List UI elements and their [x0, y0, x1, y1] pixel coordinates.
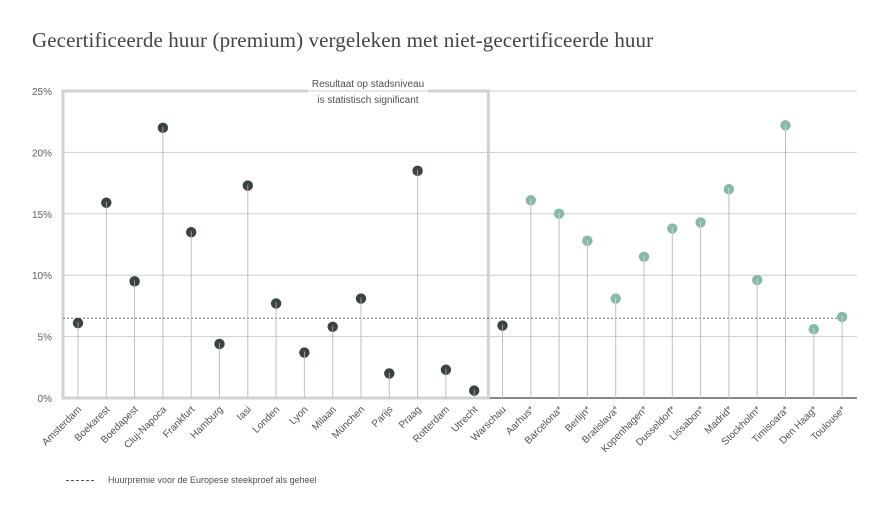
y-tick-label: 10%	[32, 271, 52, 282]
x-tick-label: Iasi	[235, 404, 254, 423]
y-tick-label: 5%	[38, 333, 53, 344]
legend-dashed-swatch	[66, 479, 94, 481]
stems	[77, 125, 843, 398]
y-tick-label: 25%	[32, 87, 52, 98]
significance-box-label: Resultaat op stadsniveau	[312, 79, 424, 90]
legend: Huurpremie voor de Europese steekproef a…	[66, 475, 317, 485]
x-tick-label: Londen	[251, 404, 282, 435]
x-axis-labels: AmsterdamBoekarestBoedapestCluj-NapocaFr…	[40, 404, 848, 455]
x-tick-label: Praag	[397, 404, 424, 431]
y-tick-label: 0%	[38, 394, 53, 405]
data-points	[72, 120, 848, 396]
x-tick-label: Parijs	[370, 404, 395, 429]
y-tick-label: 20%	[32, 148, 52, 159]
gridlines	[63, 90, 857, 399]
chart-title: Gecertificeerde huur (premium) vergeleke…	[32, 28, 654, 52]
significance-box-label: is statistisch significant	[317, 95, 418, 106]
legend-label: Huurpremie voor de Europese steekproef a…	[108, 475, 317, 485]
x-tick-label: Lyon	[288, 404, 311, 427]
y-axis-ticks: 0% 5% 10% 15% 20% 25%	[32, 87, 52, 405]
y-tick-label: 15%	[32, 210, 52, 221]
